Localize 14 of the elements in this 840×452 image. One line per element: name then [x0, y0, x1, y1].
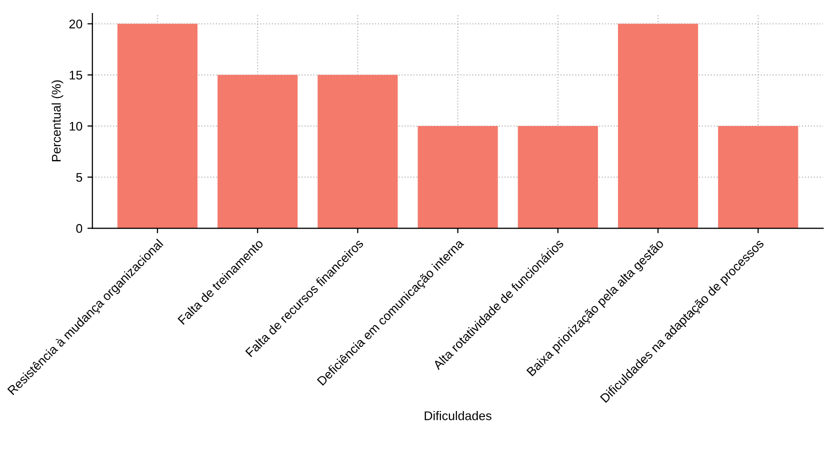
y-tick-label: 10 [70, 122, 82, 131]
bar [318, 74, 398, 228]
bar [718, 126, 798, 228]
y-axis-title: Percentual (%) [52, 80, 64, 162]
x-axis-title: Dificuldades [424, 411, 492, 420]
bar [218, 74, 298, 228]
bar [618, 24, 698, 228]
y-tick-label: 5 [76, 173, 82, 182]
y-tick-label: 20 [69, 20, 82, 28]
y-tick-label: 0 [76, 224, 82, 233]
bar [117, 24, 198, 228]
bar [418, 126, 498, 228]
bar [518, 126, 598, 228]
y-tick-label: 15 [70, 70, 82, 80]
